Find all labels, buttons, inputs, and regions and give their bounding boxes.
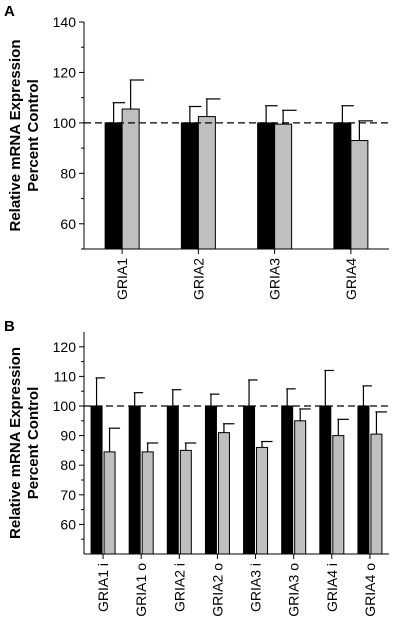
bar-treated (179, 449, 192, 555)
bar-treated (217, 432, 230, 555)
y-axis-title-line2: Percent Control (25, 79, 42, 192)
panel-b: B Relative mRNA Expression Percent Control… (4, 318, 389, 617)
panel-label: B (4, 318, 15, 335)
y-tick-label: 90 (60, 428, 76, 444)
bar-control (319, 405, 332, 555)
y-tick-label: 70 (60, 487, 76, 503)
x-tick-label: GRIA2 o (209, 563, 225, 617)
x-tick-label: GRIA4 (343, 258, 359, 300)
bar-control (257, 122, 276, 250)
bar-control (243, 405, 256, 555)
y-tick-label: 60 (60, 216, 76, 232)
y-tick-label: 120 (53, 339, 77, 355)
y-axis-title-line1: Relative mRNA Expression (7, 39, 24, 231)
bar-treated (197, 116, 216, 250)
x-tick-label: GRIA2 i (171, 563, 187, 612)
bar-treated (332, 435, 345, 555)
bar-control (166, 405, 179, 555)
bar-control (104, 122, 123, 250)
y-axis-title-line2: Percent Control (25, 387, 42, 500)
bar-treated (256, 446, 269, 555)
bar-control (180, 122, 199, 250)
y-tick-label: 120 (53, 64, 77, 80)
bar-control (128, 405, 141, 555)
y-tick-label: 80 (60, 165, 76, 181)
bar-treated (141, 451, 154, 555)
bar-control (204, 405, 217, 555)
x-tick-label: GRIA4 o (362, 563, 378, 617)
x-tick-label: GRIA2 (190, 258, 206, 300)
panel-label: A (4, 3, 15, 20)
bar-treated (370, 433, 383, 555)
bar-control (281, 405, 294, 555)
x-tick-label: GRIA1 o (133, 563, 149, 617)
y-tick-label: 60 (60, 516, 76, 532)
x-tick-label: GRIA3 o (286, 563, 302, 617)
x-tick-label: GRIA1 (114, 258, 130, 300)
panel-a: A Relative mRNA Expression Percent Control… (4, 3, 389, 300)
y-tick-label: 100 (53, 398, 77, 414)
y-tick-label: 140 (53, 14, 77, 30)
bar-treated (294, 420, 307, 555)
x-tick-label: GRIA3 (267, 258, 283, 300)
y-axis-title-line1: Relative mRNA Expression (7, 347, 24, 539)
bar-treated (350, 140, 369, 250)
bar-control (90, 405, 103, 555)
x-tick-label: GRIA1 i (95, 563, 111, 612)
x-tick-label: GRIA4 i (324, 563, 340, 612)
bar-treated (103, 451, 116, 555)
y-tick-label: 100 (53, 115, 77, 131)
bar-control (357, 405, 370, 555)
bar-treated (274, 123, 293, 250)
y-tick-label: 80 (60, 457, 76, 473)
bar-treated (121, 108, 140, 250)
bar-control (333, 122, 352, 250)
y-tick-label: 110 (54, 368, 77, 384)
x-tick-label: GRIA3 i (248, 563, 264, 612)
